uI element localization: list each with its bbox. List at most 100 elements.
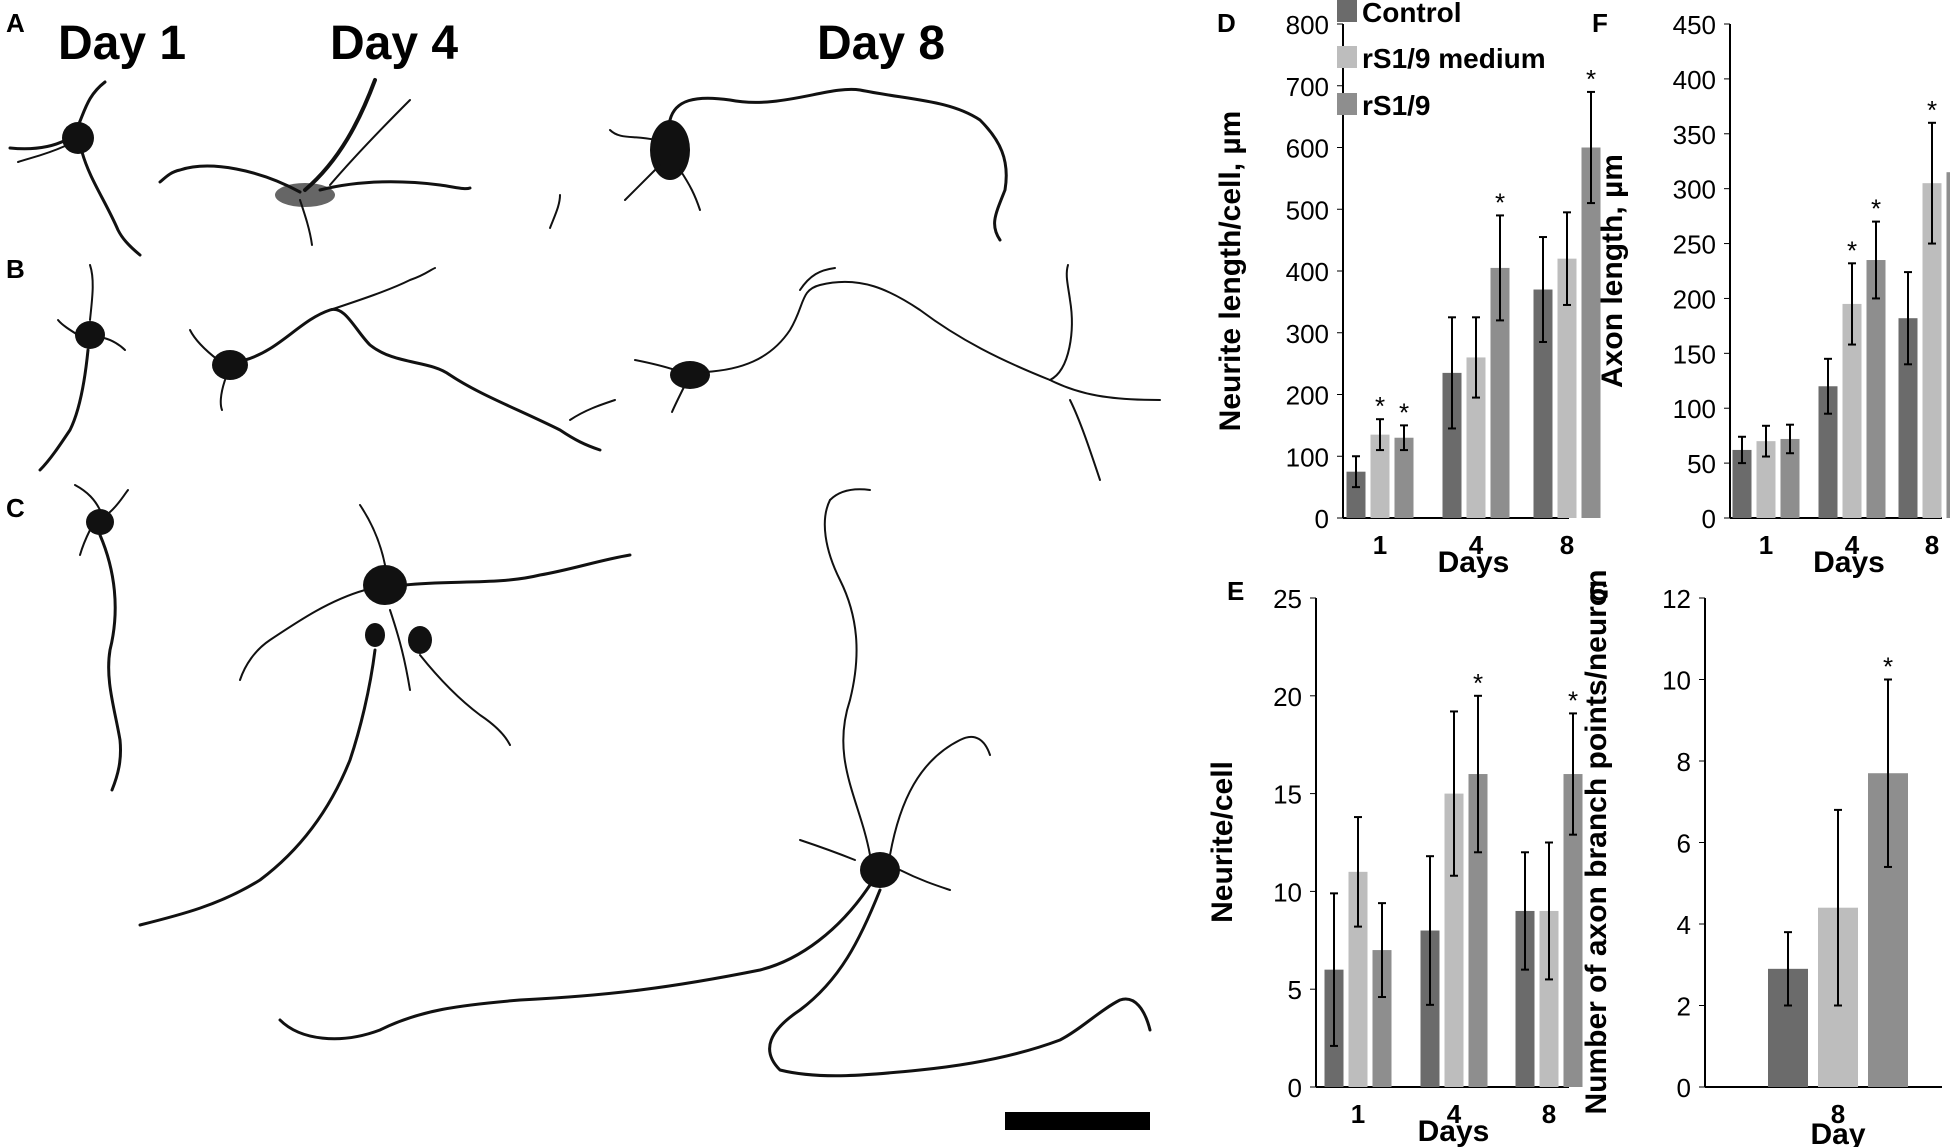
y-tick-label: 20 <box>1273 682 1302 712</box>
bar-rs1-9-day-1 <box>1394 437 1414 518</box>
bar-control-day-8 <box>1898 318 1918 518</box>
significance-marker: * <box>1568 685 1578 715</box>
bar-control-day-8 <box>1515 910 1535 1087</box>
significance-marker: * <box>1495 187 1505 217</box>
x-axis-label: Days <box>1418 1115 1490 1147</box>
neuron-c-day8 <box>278 488 1152 1078</box>
y-tick-label: 0 <box>1702 504 1716 534</box>
bar-rs1-9-medium-day-8 <box>1539 910 1559 1087</box>
y-tick-label: 250 <box>1673 230 1716 260</box>
y-tick-label: 800 <box>1286 10 1329 40</box>
y-tick-label: 4 <box>1677 910 1691 940</box>
x-axis-label: Day <box>1810 1118 1865 1147</box>
y-tick-label: 10 <box>1662 666 1691 696</box>
panel-label-c: C <box>6 493 25 523</box>
y-tick-label: 10 <box>1273 877 1302 907</box>
neuron-a-day8 <box>549 87 1008 242</box>
panel-label-b: B <box>6 254 25 284</box>
neuron-a-day1 <box>8 80 142 257</box>
scale-bar <box>1005 1112 1150 1130</box>
bar-rs1-9-day-1 <box>1780 438 1800 518</box>
chart-d: D 0 100 200 300 400 500 600 700 800 Neurite length… <box>1214 0 1601 579</box>
bar-control-day-1 <box>1346 471 1366 518</box>
panel-label-a: A <box>6 8 25 38</box>
significance-marker: * <box>1927 95 1937 125</box>
bar-control-day-4 <box>1818 386 1838 518</box>
neuron-b-day1 <box>38 264 126 472</box>
y-tick-label: 2 <box>1677 992 1691 1022</box>
day-label-8: Day 8 <box>817 17 946 70</box>
x-tick-label: 8 <box>1560 530 1574 560</box>
chart-e: E 0 5 10 15 20 25 Neurite/cell 1 * 4 * 8 Days <box>1206 576 1583 1147</box>
y-tick-label: 100 <box>1286 442 1329 472</box>
x-tick-label: 8 <box>1831 1099 1845 1129</box>
x-tick-label: 4 <box>1447 1099 1462 1129</box>
y-tick-label: 25 <box>1273 584 1302 614</box>
y-tick-label: 450 <box>1673 10 1716 40</box>
legend-label: rS1/9 <box>1362 90 1431 121</box>
y-tick-label: 300 <box>1673 175 1716 205</box>
x-axis-label: Days <box>1438 546 1510 579</box>
bar-rs1-9-day-8 <box>1563 774 1583 1087</box>
neuron-c-day4 <box>138 504 632 927</box>
y-tick-label: 400 <box>1286 257 1329 287</box>
bar-rs1-9-day-4 <box>1866 260 1886 518</box>
x-tick-label: 1 <box>1373 530 1387 560</box>
legend-label: rS1/9 medium <box>1362 43 1546 74</box>
x-tick-label: 8 <box>1925 530 1939 560</box>
bar-rs1-9-medium-day-4 <box>1444 793 1464 1087</box>
significance-marker: * <box>1586 64 1596 94</box>
y-tick-label: 700 <box>1286 72 1329 102</box>
y-tick-label: 8 <box>1677 747 1691 777</box>
legend-swatch <box>1337 46 1357 68</box>
panel-label-f: F <box>1592 8 1608 38</box>
neuron-micrograph-panel <box>8 78 1161 1130</box>
y-tick-label: 12 <box>1662 584 1691 614</box>
y-tick-label: 0 <box>1288 1073 1302 1103</box>
day-label-4: Day 4 <box>330 17 459 70</box>
bar-rs1-9-day-4 <box>1468 774 1488 1087</box>
x-tick-label: 8 <box>1542 1099 1556 1129</box>
panel-label-g: G <box>1589 576 1609 606</box>
y-tick-label: 150 <box>1673 339 1716 369</box>
legend-label: Control <box>1362 0 1462 28</box>
y-tick-label: 6 <box>1677 829 1691 859</box>
bar-rs1-9-day-8 <box>1581 147 1601 518</box>
bar-control-day-1 <box>1732 449 1752 518</box>
bar-rs1-9-day-8 <box>1946 172 1950 518</box>
chart-f: F 0 50 100 150 200 250 300 350 400 450 Axon length,… <box>1592 8 1950 579</box>
y-tick-label: 200 <box>1286 381 1329 411</box>
bar-control-day-4 <box>1442 372 1462 518</box>
y-tick-label: 50 <box>1687 449 1716 479</box>
neuron-a-day4 <box>158 78 472 246</box>
panel-label-e: E <box>1227 576 1244 606</box>
y-tick-label: 600 <box>1286 134 1329 164</box>
significance-marker: * <box>1375 391 1385 421</box>
y-tick-label: 100 <box>1673 394 1716 424</box>
legend-swatch <box>1337 0 1357 22</box>
panel-label-d: D <box>1217 8 1236 38</box>
bar-control-day-4 <box>1420 930 1440 1087</box>
neuron-b-day4 <box>189 267 616 452</box>
y-tick-label: 400 <box>1673 65 1716 95</box>
bar-rs1-9-medium-day-8 <box>1922 183 1942 518</box>
x-tick-label: 1 <box>1351 1099 1365 1129</box>
bar-rs1-9-medium-day-4 <box>1842 303 1862 518</box>
y-tick-label: 0 <box>1315 504 1329 534</box>
y-axis-label: Number of axon branch points/neuron <box>1580 569 1613 1114</box>
significance-marker: * <box>1473 668 1483 698</box>
y-axis-label: Neurite length/cell, µm <box>1214 111 1247 432</box>
significance-marker: * <box>1871 194 1881 224</box>
y-tick-label: 300 <box>1286 319 1329 349</box>
significance-marker: * <box>1847 235 1857 265</box>
y-tick-label: 0 <box>1677 1073 1691 1103</box>
bar-rs1-9-day-4 <box>1490 267 1510 518</box>
y-tick-label: 350 <box>1673 120 1716 150</box>
bar-rs1-9-medium-day-8 <box>1557 258 1577 518</box>
y-tick-label: 200 <box>1673 284 1716 314</box>
significance-marker: * <box>1399 397 1409 427</box>
neuron-c-day1 <box>74 484 129 792</box>
chart-g: G 0 2 4 6 8 10 12 Number of axon branch points/n… <box>1580 569 1942 1147</box>
legend-swatch <box>1337 93 1357 115</box>
